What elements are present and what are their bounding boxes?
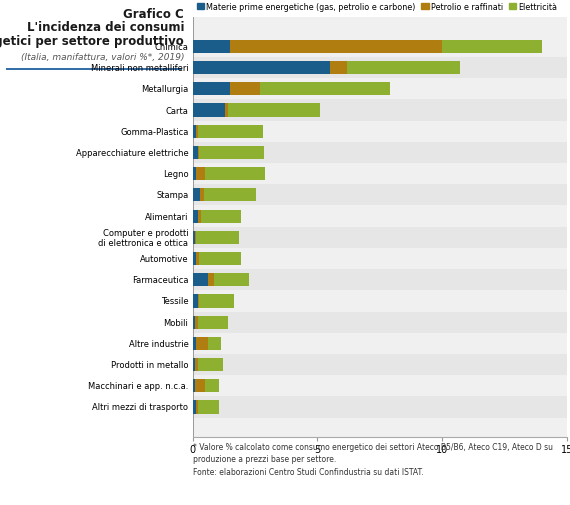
Bar <box>193 227 567 248</box>
Bar <box>201 210 241 223</box>
Bar <box>193 41 230 54</box>
Bar <box>198 316 227 329</box>
Bar <box>227 104 320 117</box>
Bar <box>193 125 197 138</box>
Bar <box>193 295 198 308</box>
Bar <box>230 83 260 96</box>
Bar <box>193 400 197 414</box>
Text: energetici per settore produttivo: energetici per settore produttivo <box>0 35 184 48</box>
Bar <box>193 375 567 396</box>
Bar <box>193 252 197 266</box>
Bar <box>193 104 225 117</box>
Bar <box>193 62 330 75</box>
Bar <box>197 231 239 244</box>
Bar <box>193 206 567 227</box>
Bar <box>193 333 567 355</box>
Bar <box>199 295 234 308</box>
Bar <box>193 337 197 350</box>
Bar <box>193 231 195 244</box>
Bar <box>205 379 219 392</box>
Bar <box>193 396 567 418</box>
Bar <box>193 274 207 287</box>
Bar <box>193 100 567 121</box>
Bar <box>193 248 567 270</box>
Bar <box>193 379 195 392</box>
Bar <box>198 210 201 223</box>
Bar <box>200 189 204 202</box>
Bar <box>207 337 221 350</box>
Bar <box>197 337 207 350</box>
Bar <box>442 41 542 54</box>
Bar <box>197 400 198 414</box>
Bar <box>193 142 567 164</box>
Bar <box>193 58 567 79</box>
Bar <box>197 252 199 266</box>
Bar <box>193 355 567 375</box>
Bar <box>204 189 256 202</box>
Bar <box>198 295 199 308</box>
Bar <box>214 274 249 287</box>
Bar <box>193 185 567 206</box>
Bar <box>193 316 195 329</box>
Bar <box>205 168 265 181</box>
Bar <box>195 231 197 244</box>
Bar <box>198 146 199 160</box>
Bar <box>330 62 348 75</box>
Bar <box>260 83 390 96</box>
Bar <box>193 164 567 185</box>
Bar <box>225 104 227 117</box>
Bar <box>198 358 223 371</box>
Bar <box>199 146 264 160</box>
Bar <box>193 210 198 223</box>
Bar <box>198 125 263 138</box>
Bar <box>193 121 567 142</box>
Text: (Italia, manifattura, valori %*, 2019): (Italia, manifattura, valori %*, 2019) <box>21 53 184 62</box>
Text: L'incidenza dei consumi: L'incidenza dei consumi <box>27 21 184 34</box>
Bar <box>230 41 442 54</box>
Text: * Valore % calcolato come consumo energetico dei settori Ateco B5/B6, Ateco C19,: * Valore % calcolato come consumo energe… <box>193 442 553 476</box>
Bar <box>348 62 460 75</box>
Bar <box>199 252 241 266</box>
Bar <box>193 83 230 96</box>
Bar <box>195 358 198 371</box>
Legend: Materie prime energetiche (gas, petrolio e carbone), Petrolio e raffinati, Elett: Materie prime energetiche (gas, petrolio… <box>197 3 557 12</box>
Bar <box>207 274 214 287</box>
Bar <box>198 400 219 414</box>
Bar <box>193 312 567 333</box>
Bar <box>197 125 198 138</box>
Bar <box>197 168 205 181</box>
Bar <box>193 358 195 371</box>
Text: Grafico C: Grafico C <box>123 8 184 21</box>
Bar <box>193 270 567 291</box>
Bar <box>195 379 205 392</box>
Bar <box>193 79 567 100</box>
Bar <box>193 37 567 58</box>
Bar <box>193 189 200 202</box>
Bar <box>193 146 198 160</box>
Bar <box>193 168 197 181</box>
Bar <box>195 316 198 329</box>
Bar <box>193 291 567 312</box>
